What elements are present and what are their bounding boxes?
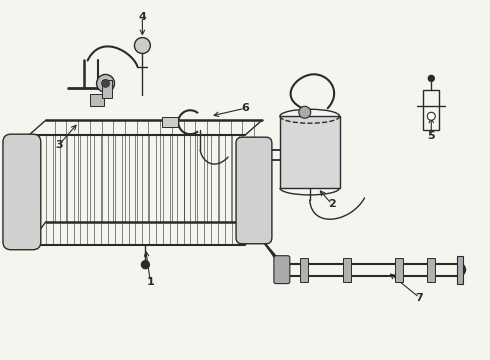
FancyBboxPatch shape <box>274 256 290 284</box>
Bar <box>90 94 103 106</box>
Bar <box>300 258 308 282</box>
FancyBboxPatch shape <box>3 134 41 250</box>
Circle shape <box>142 261 149 269</box>
Circle shape <box>299 106 311 118</box>
Text: 1: 1 <box>147 276 154 287</box>
Text: 3: 3 <box>55 140 63 150</box>
Bar <box>343 258 350 282</box>
Text: 5: 5 <box>427 131 435 141</box>
Circle shape <box>427 112 435 120</box>
Text: 2: 2 <box>328 199 336 209</box>
Bar <box>457 256 463 284</box>
Circle shape <box>134 37 150 54</box>
Bar <box>423 90 439 130</box>
Bar <box>427 258 435 282</box>
Text: 6: 6 <box>241 103 249 113</box>
Bar <box>101 80 112 98</box>
FancyBboxPatch shape <box>236 137 272 244</box>
Text: 7: 7 <box>416 293 423 302</box>
Bar <box>395 258 403 282</box>
Text: 4: 4 <box>139 12 147 22</box>
Circle shape <box>428 75 434 81</box>
Circle shape <box>101 80 110 87</box>
Circle shape <box>97 75 115 92</box>
Bar <box>280 116 340 188</box>
Bar <box>162 117 178 127</box>
